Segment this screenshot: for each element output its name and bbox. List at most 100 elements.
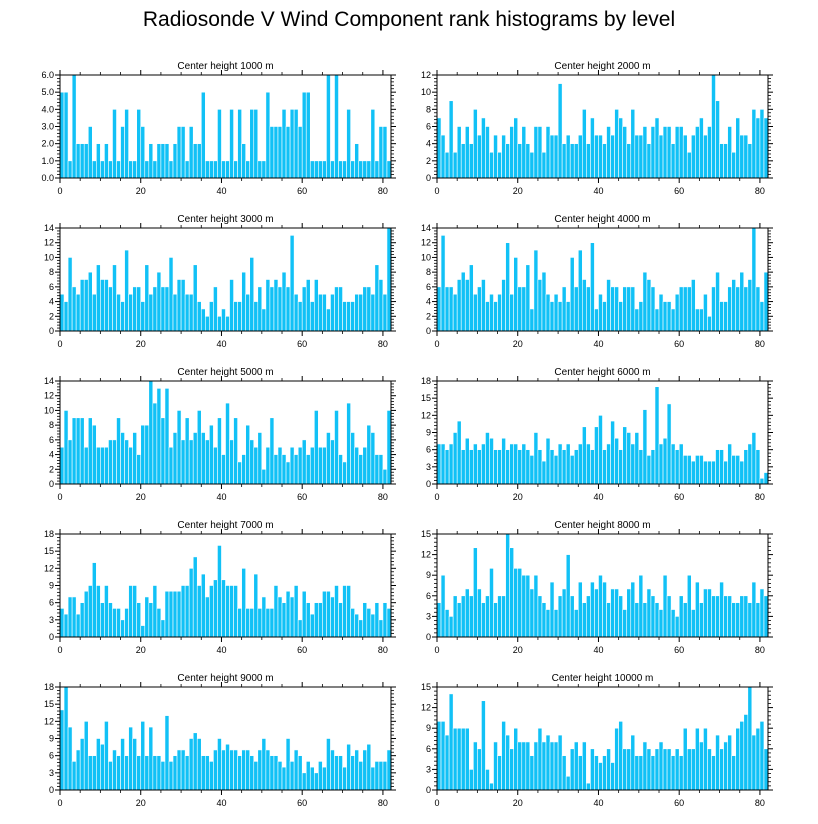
bar bbox=[473, 547, 478, 638]
bar bbox=[606, 126, 611, 179]
bar bbox=[63, 91, 69, 179]
bar bbox=[112, 608, 117, 638]
bar bbox=[59, 709, 65, 791]
bar bbox=[273, 755, 279, 791]
panel-title: Center height 10000 m bbox=[552, 673, 654, 684]
bar bbox=[763, 595, 769, 638]
y-tick-label: 6 bbox=[49, 282, 54, 292]
y-tick-label: 0 bbox=[426, 785, 431, 795]
bar bbox=[91, 755, 97, 791]
panel-title: Center height 3000 m bbox=[177, 214, 273, 225]
bar bbox=[735, 455, 741, 485]
bar bbox=[533, 249, 539, 332]
bar bbox=[221, 579, 226, 638]
bar bbox=[747, 279, 753, 332]
bar bbox=[444, 151, 450, 179]
bar bbox=[370, 109, 376, 179]
bar bbox=[561, 449, 567, 485]
y-tick-label: 12 bbox=[421, 238, 431, 248]
bar bbox=[529, 308, 535, 332]
bar bbox=[481, 117, 486, 179]
bar bbox=[529, 455, 535, 485]
bar bbox=[63, 613, 69, 638]
bar bbox=[245, 608, 251, 638]
bar bbox=[553, 134, 559, 179]
bar bbox=[545, 126, 551, 179]
bar bbox=[731, 455, 737, 485]
bar bbox=[598, 574, 603, 638]
bar bbox=[489, 151, 494, 179]
bar bbox=[100, 602, 105, 638]
bar bbox=[477, 588, 482, 638]
bar bbox=[440, 443, 446, 485]
bar bbox=[703, 460, 708, 485]
bar bbox=[326, 590, 331, 638]
bar bbox=[322, 160, 327, 179]
x-tick-label: 60 bbox=[297, 339, 307, 349]
bar bbox=[452, 727, 458, 791]
bar bbox=[378, 279, 384, 332]
bar bbox=[569, 257, 575, 332]
bar bbox=[318, 160, 323, 179]
bar bbox=[350, 160, 355, 179]
bar bbox=[277, 596, 283, 638]
bar bbox=[200, 308, 206, 332]
bar bbox=[650, 755, 656, 791]
bar bbox=[75, 749, 81, 791]
bar bbox=[265, 446, 271, 485]
x-tick-label: 0 bbox=[434, 186, 439, 196]
y-tick-label: 14 bbox=[44, 376, 54, 386]
bar bbox=[606, 443, 611, 485]
bar bbox=[553, 741, 559, 791]
bar bbox=[261, 160, 267, 179]
bar bbox=[739, 460, 745, 485]
bar bbox=[444, 609, 450, 638]
y-tick-label: 9 bbox=[49, 581, 54, 591]
bar bbox=[460, 595, 466, 638]
bar bbox=[87, 755, 93, 791]
y-tick-label: 3 bbox=[49, 615, 54, 625]
bar bbox=[269, 126, 275, 179]
y-tick-label: 6 bbox=[426, 282, 431, 292]
y-tick-label: 9 bbox=[49, 734, 54, 744]
bar bbox=[237, 461, 242, 485]
bar bbox=[569, 455, 575, 485]
y-tick-label: 9 bbox=[426, 428, 431, 438]
bar bbox=[168, 160, 174, 179]
bar bbox=[658, 293, 664, 332]
bar bbox=[168, 590, 174, 638]
bar bbox=[577, 581, 583, 638]
bar bbox=[253, 301, 259, 332]
bar bbox=[674, 748, 680, 791]
bar bbox=[305, 279, 311, 332]
bar bbox=[590, 748, 595, 791]
bar bbox=[277, 286, 283, 332]
bar bbox=[654, 748, 660, 791]
bar bbox=[362, 286, 368, 332]
bar bbox=[759, 477, 765, 485]
bar bbox=[493, 741, 498, 791]
bar bbox=[91, 562, 97, 638]
bar bbox=[695, 308, 700, 332]
bar bbox=[561, 143, 567, 179]
bar bbox=[485, 301, 490, 332]
bar bbox=[225, 743, 230, 791]
x-tick-label: 60 bbox=[674, 798, 684, 808]
bar bbox=[549, 134, 555, 179]
bar bbox=[505, 734, 510, 791]
bar bbox=[577, 249, 583, 332]
panel-1: Center height 1000 m 0.0 1.0 2.0 3.0 4.0 5.0 6.… bbox=[41, 61, 396, 196]
bar bbox=[448, 286, 454, 332]
y-tick-label: 3 bbox=[426, 764, 431, 774]
x-tick-label: 40 bbox=[216, 339, 226, 349]
bar bbox=[124, 439, 129, 485]
bar bbox=[731, 151, 737, 179]
bar bbox=[184, 755, 190, 791]
bar bbox=[582, 279, 587, 332]
x-tick-label: 20 bbox=[513, 798, 523, 808]
bar bbox=[630, 286, 636, 332]
bar bbox=[582, 426, 587, 485]
bar bbox=[116, 608, 121, 638]
y-tick-label: 8 bbox=[49, 420, 54, 430]
bar bbox=[707, 126, 712, 179]
